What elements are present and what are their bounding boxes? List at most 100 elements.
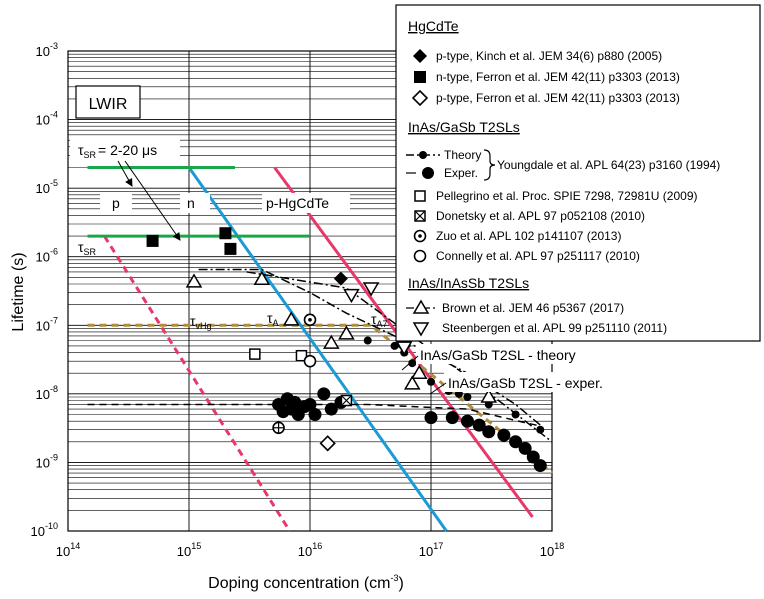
legend-marker-square-cross-shape bbox=[414, 210, 426, 222]
y-tick-label: 10-7 bbox=[36, 315, 58, 333]
point-dot-filled bbox=[427, 377, 435, 386]
legend-hgcdte-item-1: n-type, Ferron et al. JEM 42(11) p3303 (… bbox=[414, 70, 680, 84]
point-circle-filled bbox=[533, 459, 547, 473]
svg-text:p-type, Kinch et al. JEM 34(6): p-type, Kinch et al. JEM 34(6) p880 (200… bbox=[436, 49, 662, 63]
svg-text:Steenbergen et al. APL 99 p251: Steenbergen et al. APL 99 p251110 (2011) bbox=[442, 321, 667, 335]
tau-sr-arrow-1 bbox=[117, 160, 133, 187]
legend-inas-gasb-item-0: Pellegrino et al. Proc. SPIE 7298, 72981… bbox=[414, 189, 698, 203]
legend-inas-inassb-header: InAs/InAsSb T2SLs bbox=[408, 275, 529, 291]
point-circle-filled bbox=[303, 397, 317, 411]
point-triangle-up-open bbox=[323, 334, 340, 349]
point-triangle-up-open bbox=[282, 311, 300, 326]
legend-marker-triangle-up-open-shape bbox=[412, 299, 430, 314]
point-triangle-down-open bbox=[362, 282, 380, 297]
point-square-filled bbox=[146, 234, 159, 247]
point-triangle-up-open bbox=[403, 375, 421, 390]
svg-text:Exper.: Exper. bbox=[444, 166, 478, 180]
legend-theory-item: Theory bbox=[406, 148, 481, 162]
point-dot-filled bbox=[408, 359, 417, 368]
theory-curve-label: InAs/GaSb T2SL - theory bbox=[420, 347, 576, 363]
tau-sr-top-label: τSR = 2-20 μs bbox=[78, 142, 157, 160]
tau-vhg-label: τvHg bbox=[190, 313, 212, 331]
point-circle-dot bbox=[303, 313, 317, 327]
legend-marker-diamond-open bbox=[411, 89, 429, 107]
theory-label-box bbox=[416, 344, 622, 364]
legend-hgcdte-item-0: p-type, Kinch et al. JEM 34(6) p880 (200… bbox=[413, 49, 662, 63]
point-square-filled bbox=[224, 242, 237, 255]
point-circle-filled bbox=[482, 425, 496, 439]
n-label: n bbox=[187, 195, 195, 211]
point-dot-filled bbox=[463, 392, 472, 401]
point-dot-filled bbox=[511, 410, 520, 419]
legend-marker-square-cross bbox=[414, 210, 426, 222]
point-circle-filled bbox=[526, 450, 540, 464]
y-tick-label: 10-5 bbox=[36, 178, 58, 196]
x-tick-label: 1018 bbox=[540, 541, 564, 559]
legend-marker-diamond-open-shape bbox=[411, 89, 429, 107]
legend-inas-inassb-item-0: Brown et al. JEM 46 p5367 (2017) bbox=[406, 299, 624, 315]
y-tick-label: 10-8 bbox=[36, 384, 58, 402]
x-axis-label: Doping concentration (cm-3) bbox=[208, 573, 404, 592]
point-circle-filled bbox=[308, 407, 322, 421]
svg-text:n-type, Ferron et al. JEM 42(1: n-type, Ferron et al. JEM 42(11) p3303 (… bbox=[436, 70, 680, 84]
point-triangle-up-open bbox=[185, 273, 203, 288]
y-tick-label: 10-10 bbox=[31, 521, 58, 539]
x-tick-label: 1016 bbox=[298, 541, 322, 559]
tau-sr-top-box bbox=[70, 137, 180, 159]
data-points bbox=[146, 227, 547, 473]
legend-marker-diamond-filled-shape bbox=[413, 49, 427, 63]
exper-label-arrow bbox=[429, 382, 447, 395]
legend-marker-square-open-shape bbox=[414, 190, 426, 202]
y-tick-label: 10-4 bbox=[36, 110, 58, 128]
svg-text:Theory: Theory bbox=[444, 148, 481, 162]
legend-box bbox=[395, 4, 761, 342]
svg-text:Connelly et al. APL 97 p251117: Connelly et al. APL 97 p251117 (2010) bbox=[436, 249, 640, 263]
x-tick-labels: 1014 1015 1016 1017 1018 bbox=[56, 541, 564, 559]
legend-youngdale: Youngdale et al. APL 64(23) p3160 (1994) bbox=[497, 158, 720, 172]
point-circle-filled bbox=[324, 402, 338, 416]
legend-hgcdte-header: HgCdTe bbox=[408, 18, 459, 34]
p-label: p bbox=[112, 195, 120, 211]
svg-text:Zuo et al. APL 102 p141107 (20: Zuo et al. APL 102 p141107 (2013) bbox=[436, 229, 621, 243]
exper-label-box bbox=[444, 372, 620, 392]
legend-inas-inassb-item-1: Steenbergen et al. APL 99 p251110 (2011) bbox=[412, 321, 667, 337]
point-triangle-down-open bbox=[395, 341, 413, 356]
x-tick-label: 1017 bbox=[419, 541, 443, 559]
legend-marker-circle-dot-shape bbox=[413, 229, 427, 243]
point-dot-filled bbox=[390, 341, 399, 350]
legend-inas-gasb-item-3: Connelly et al. APL 97 p251117 (2010) bbox=[413, 249, 640, 263]
legend-marker-square-filled-shape bbox=[414, 71, 426, 83]
tau-sr-label: τSR bbox=[78, 239, 97, 257]
point-circle-filled bbox=[424, 411, 438, 425]
point-diamond-open bbox=[319, 435, 336, 452]
point-triangle-up-open bbox=[253, 270, 271, 285]
svg-text:Donetsky et al. APL 97 p052108: Donetsky et al. APL 97 p052108 (2010) bbox=[436, 209, 645, 223]
legend-marker-triangle-down-open bbox=[412, 322, 430, 337]
legend-exper-item: Exper. bbox=[406, 166, 478, 180]
exper-curve-label: InAs/GaSb T2SL - exper. bbox=[448, 375, 603, 391]
svg-text:Pellegrino et al. Proc. SPIE 7: Pellegrino et al. Proc. SPIE 7298, 72981… bbox=[436, 189, 698, 203]
tau-a-label: τA bbox=[267, 310, 279, 328]
legend-hgcdte-item-2: p-type, Ferron et al. JEM 42(11) p3303 (… bbox=[411, 89, 680, 107]
lwir-label: LWIR bbox=[89, 96, 128, 113]
point-diamond-filled bbox=[333, 271, 348, 286]
point-square-open bbox=[249, 348, 261, 360]
legend-marker-circle-open-shape bbox=[413, 249, 427, 263]
theory-label-arrow bbox=[401, 355, 419, 371]
legend-inas-gasb-item-2: Zuo et al. APL 102 p141107 (2013) bbox=[413, 229, 621, 243]
svg-text:Brown et al. JEM 46 p5367 (20: Brown et al. JEM 46 p5367 (2017) bbox=[442, 301, 624, 315]
point-triangle-down-open bbox=[343, 288, 360, 304]
legend-marker-square-open bbox=[414, 190, 426, 202]
legend-marker-circle-dot bbox=[413, 229, 427, 243]
p-hgcdte-box bbox=[262, 193, 350, 213]
p-label-box bbox=[100, 193, 132, 213]
legend-marker-circle-open bbox=[413, 249, 427, 263]
point-square-filled bbox=[219, 227, 232, 240]
point-dot-filled bbox=[536, 425, 545, 434]
y-axis-label: Lifetime (s) bbox=[10, 252, 27, 331]
p-hgcdte-label: p-HgCdTe bbox=[266, 195, 329, 211]
legend-marker-square-filled bbox=[414, 71, 426, 83]
x-tick-label: 1015 bbox=[177, 541, 201, 559]
tau-a7-label: τA7 bbox=[371, 311, 388, 329]
